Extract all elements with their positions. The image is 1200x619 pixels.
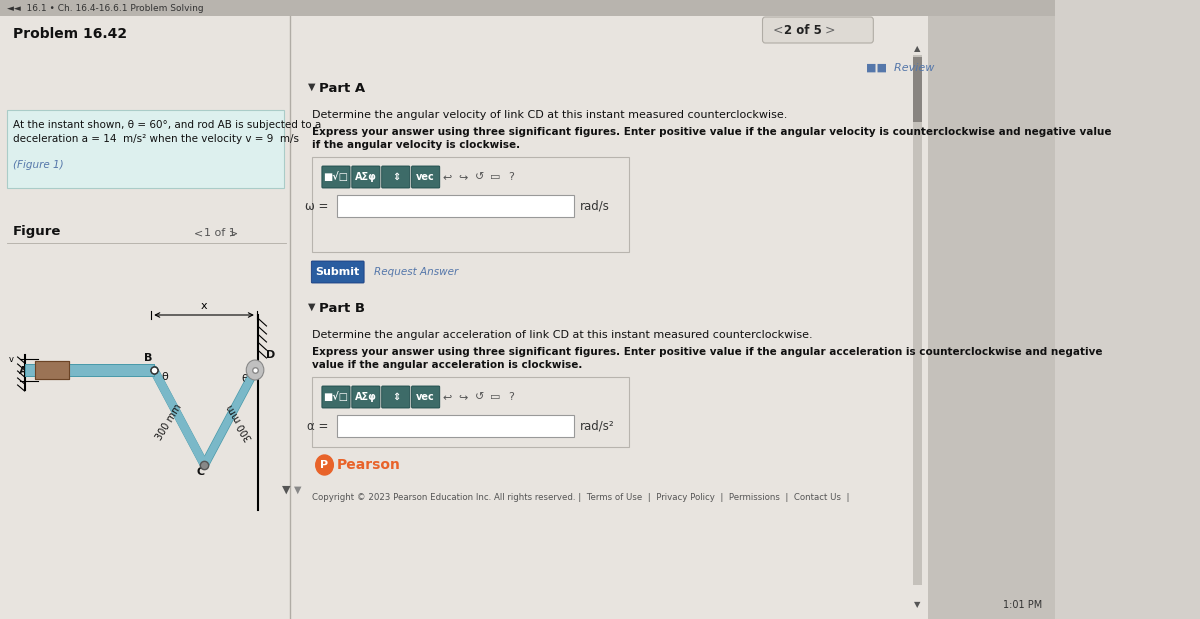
Text: AΣφ: AΣφ	[355, 172, 377, 182]
Text: B: B	[144, 353, 152, 363]
Text: Determine the angular velocity of link CD at this instant measured counterclockw: Determine the angular velocity of link C…	[312, 110, 787, 120]
Text: ▼: ▼	[308, 302, 316, 312]
Text: ▼: ▼	[282, 485, 290, 495]
FancyBboxPatch shape	[0, 0, 1055, 16]
FancyBboxPatch shape	[35, 361, 68, 379]
Text: rad/s²: rad/s²	[580, 420, 614, 433]
FancyBboxPatch shape	[762, 17, 874, 43]
Text: Part A: Part A	[319, 82, 365, 95]
Text: vec: vec	[416, 172, 436, 182]
Text: ?: ?	[508, 392, 514, 402]
Text: ■√□: ■√□	[324, 392, 348, 402]
Text: ▼: ▼	[308, 82, 316, 92]
Text: ↺: ↺	[475, 172, 484, 182]
Text: ⇕: ⇕	[391, 392, 400, 402]
FancyBboxPatch shape	[311, 261, 364, 283]
FancyBboxPatch shape	[337, 415, 575, 437]
Text: ↪: ↪	[458, 172, 468, 182]
Text: ◄◄  16.1 • Ch. 16.4-16.6.1 Problem Solving: ◄◄ 16.1 • Ch. 16.4-16.6.1 Problem Solvin…	[7, 4, 204, 12]
FancyBboxPatch shape	[25, 364, 154, 376]
Text: ■■  Review: ■■ Review	[866, 63, 935, 73]
Text: v: v	[10, 355, 14, 363]
Text: ⇕: ⇕	[391, 172, 400, 182]
Text: x: x	[200, 301, 208, 311]
Text: Problem 16.42: Problem 16.42	[13, 27, 127, 41]
Text: ω =: ω =	[305, 199, 328, 212]
Text: deceleration a = 14  m/s² when the velocity v = 9  m/s: deceleration a = 14 m/s² when the veloci…	[13, 134, 299, 144]
Text: 300 mm: 300 mm	[226, 402, 256, 443]
FancyBboxPatch shape	[322, 386, 350, 408]
Text: ▼: ▼	[294, 485, 301, 495]
Text: 1 of 1: 1 of 1	[204, 228, 235, 238]
Text: ↺: ↺	[475, 392, 484, 402]
Text: Express your answer using three significant figures. Enter positive value if the: Express your answer using three signific…	[312, 347, 1103, 357]
Text: ▭: ▭	[490, 172, 500, 182]
Text: Express your answer using three significant figures. Enter positive value if the: Express your answer using three signific…	[312, 127, 1111, 137]
Text: 2 of 5: 2 of 5	[785, 24, 822, 37]
Text: ↪: ↪	[458, 392, 468, 402]
Text: ▼: ▼	[914, 600, 920, 610]
FancyBboxPatch shape	[382, 386, 410, 408]
Text: <: <	[772, 24, 782, 37]
FancyBboxPatch shape	[35, 361, 68, 379]
Text: <: <	[193, 228, 203, 238]
Circle shape	[246, 360, 264, 380]
Text: value if the angular acceleration is clockwise.: value if the angular acceleration is clo…	[312, 360, 582, 370]
Text: Request Answer: Request Answer	[373, 267, 458, 277]
Text: vec: vec	[416, 392, 436, 402]
Text: At the instant shown, θ = 60°, and rod AB is subjected to a: At the instant shown, θ = 60°, and rod A…	[13, 120, 322, 130]
Text: Part B: Part B	[319, 302, 365, 315]
Text: (Figure 1): (Figure 1)	[13, 160, 64, 170]
FancyBboxPatch shape	[913, 57, 922, 122]
FancyBboxPatch shape	[382, 166, 410, 188]
Text: ■√□: ■√□	[324, 172, 348, 182]
FancyBboxPatch shape	[913, 55, 922, 585]
Text: ↩: ↩	[443, 392, 452, 402]
Text: Figure: Figure	[13, 225, 61, 238]
Text: >: >	[229, 228, 238, 238]
FancyBboxPatch shape	[312, 157, 629, 252]
Text: Determine the angular acceleration of link CD at this instant measured countercl: Determine the angular acceleration of li…	[312, 330, 812, 340]
Text: A: A	[18, 366, 28, 376]
Text: Submit: Submit	[316, 267, 360, 277]
Text: ▲: ▲	[914, 45, 920, 53]
FancyBboxPatch shape	[412, 166, 439, 188]
Text: Copyright © 2023 Pearson Education Inc. All rights reserved. |  Terms of Use  | : Copyright © 2023 Pearson Education Inc. …	[312, 493, 850, 502]
Text: θ: θ	[161, 372, 168, 382]
Text: α =: α =	[307, 420, 328, 433]
Text: D: D	[265, 350, 275, 360]
Text: Pearson: Pearson	[337, 458, 401, 472]
FancyBboxPatch shape	[337, 195, 575, 217]
Text: P: P	[320, 460, 329, 470]
Text: θ: θ	[241, 374, 247, 384]
FancyBboxPatch shape	[0, 16, 928, 619]
Text: ?: ?	[508, 172, 514, 182]
FancyBboxPatch shape	[412, 386, 439, 408]
FancyBboxPatch shape	[312, 377, 629, 447]
FancyBboxPatch shape	[322, 166, 350, 188]
FancyBboxPatch shape	[25, 364, 154, 376]
Text: 300 mm: 300 mm	[154, 402, 184, 443]
Text: rad/s: rad/s	[580, 199, 610, 212]
Text: ▭: ▭	[490, 392, 500, 402]
Text: >: >	[824, 24, 835, 37]
FancyBboxPatch shape	[352, 166, 380, 188]
Text: AΣφ: AΣφ	[355, 392, 377, 402]
Text: ↩: ↩	[443, 172, 452, 182]
FancyBboxPatch shape	[7, 110, 284, 188]
Text: if the angular velocity is clockwise.: if the angular velocity is clockwise.	[312, 140, 521, 150]
FancyBboxPatch shape	[352, 386, 380, 408]
FancyBboxPatch shape	[928, 16, 1055, 619]
Text: C: C	[197, 467, 205, 477]
Circle shape	[316, 455, 334, 475]
Text: 1:01 PM: 1:01 PM	[1003, 600, 1042, 610]
